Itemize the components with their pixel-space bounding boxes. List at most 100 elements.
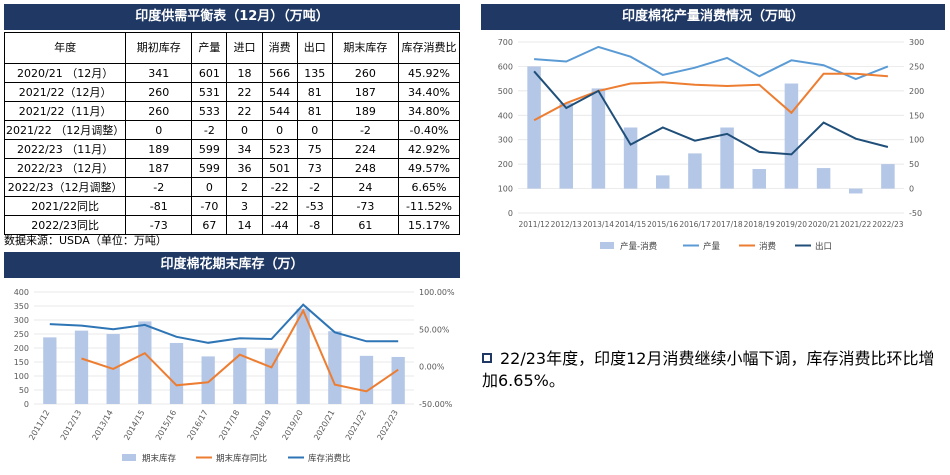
table-cell: 187 [331, 82, 400, 102]
table-cell: 34 [226, 139, 263, 159]
x-tick-label: 2018/19 [249, 409, 273, 442]
table-cell: 0 [125, 120, 193, 140]
table-cell: 2 [226, 177, 263, 197]
bar [881, 164, 895, 189]
bar [720, 127, 734, 189]
x-tick-label: 2017/18 [711, 220, 742, 229]
col-header: 期初库存 [125, 32, 193, 64]
table-cell: 45.92% [398, 63, 460, 83]
y-tick-label-right: 50 [909, 160, 919, 169]
table-cell: -2 [125, 177, 193, 197]
table-cell: 224 [331, 139, 400, 159]
table-row: 2022/23同比 -73 67 14 -44 -8 61 15.17% [3, 215, 460, 235]
table-cell: 544 [261, 101, 298, 121]
x-tick-label: 2019/20 [280, 409, 304, 442]
table-cell: -22 [261, 177, 298, 197]
y-tick-label-left: 200 [14, 344, 29, 353]
table-cell: 2022/23同比 [3, 215, 127, 235]
production-consumption-chart: 0 100 200 300 400 500 600 700 -50 0 50 100 150 200 250… [498, 38, 925, 252]
table-cell: 2021/22 （12月调整） [3, 120, 127, 140]
table-header-row: 年度 期初库存 产量 进口 消费 出口 期末库存 库存消费比 [3, 32, 460, 64]
table-cell: -22 [261, 196, 298, 216]
y-tick-label-left: 400 [498, 111, 513, 120]
chart2-title: 印度棉花期末库存（万） [4, 252, 460, 278]
table-cell: 0 [226, 120, 263, 140]
table-cell: 22 [226, 82, 263, 102]
bar [784, 83, 799, 189]
table-cell: 81 [296, 101, 333, 121]
bar [688, 153, 702, 189]
legend-label: 产量-消费 [620, 241, 658, 252]
table-cell: 2021/22（12月） [3, 82, 127, 102]
table-cell: 601 [191, 63, 228, 83]
table-cell: 0 [296, 120, 333, 140]
y-tick-label-right: 300 [909, 38, 924, 47]
y-tick-label-left: 500 [498, 87, 513, 96]
y-tick-label-left: 0 [24, 400, 29, 409]
x-tick-label: 2020/21 [808, 220, 839, 229]
legend-label: 库存消费比 [308, 453, 351, 464]
table-cell: 0 [191, 177, 228, 197]
x-tick-label: 2016/17 [185, 409, 209, 442]
y-tick-label-right: 150 [909, 111, 924, 120]
bar [233, 348, 247, 404]
col-header: 期末库存 [331, 32, 400, 64]
table-cell: 22 [226, 101, 263, 121]
table-cell: -53 [296, 196, 333, 216]
y-tick-label-right: 250 [909, 62, 924, 71]
y-tick-label-left: 300 [498, 136, 513, 145]
bar [655, 175, 670, 189]
table-cell: 36 [226, 158, 263, 178]
col-header: 进口 [226, 32, 263, 64]
col-header: 产量 [191, 32, 228, 64]
bar [848, 188, 863, 194]
table-row: 2021/22 （12月调整） 0 -2 0 0 0 -2 -0.40% [3, 120, 460, 140]
bar [752, 169, 767, 189]
table-cell: 2022/23 （11月） [3, 139, 127, 159]
bar [169, 342, 184, 404]
table-cell: 533 [191, 101, 228, 121]
x-tick-label: 2014/15 [615, 220, 646, 229]
table-row: 2021/22同比 -81 -70 3 -22 -53 -73 -11.52% [3, 196, 460, 216]
y-tick-label-right: 200 [909, 87, 924, 96]
table-cell: -2 [296, 177, 333, 197]
y-tick-label-left: 100 [14, 372, 29, 381]
table-cell: -11.52% [398, 196, 460, 216]
x-tick-label: 2011/12 [518, 220, 549, 229]
x-tick-label: 2013/14 [90, 409, 114, 442]
table-cell: 260 [125, 82, 193, 102]
table-cell: 248 [331, 158, 400, 178]
bar [591, 88, 606, 189]
legend-label: 出口 [815, 241, 832, 252]
table-row: 2021/22（11月） 260 533 22 544 81 189 34.80% [3, 101, 460, 121]
bar [391, 356, 405, 404]
col-header: 库存消费比 [398, 32, 460, 64]
table-cell: 14 [226, 215, 263, 235]
x-tick-label: 2017/18 [217, 409, 241, 442]
legend-swatch [122, 454, 136, 461]
x-tick-label: 2022/23 [872, 220, 903, 229]
bar [359, 355, 374, 404]
table-cell: 189 [125, 139, 193, 159]
summary-text: 22/23年度，印度12月消费继续小幅下调，库存消费比环比增加6.65%。 [482, 349, 935, 390]
y-tick-label-right: 100 [909, 136, 924, 145]
y-tick-label-right: 0 [909, 185, 914, 194]
table-cell: 3 [226, 196, 263, 216]
table-cell: 67 [191, 215, 228, 235]
y-tick-label-left: 250 [14, 330, 29, 339]
table-cell: 2021/22同比 [3, 196, 127, 216]
y-tick-label-left: 200 [498, 160, 513, 169]
x-tick-label: 2015/16 [647, 220, 678, 229]
table-cell: 260 [125, 101, 193, 121]
table-cell: 187 [125, 158, 193, 178]
bar [201, 356, 215, 404]
x-tick-label: 2021/22 [344, 409, 368, 442]
x-tick-label: 2011/12 [27, 409, 51, 442]
table-cell: 34.80% [398, 101, 460, 121]
table-row: 2020/21 （12月） 341 601 18 566 135 260 45.92% [3, 63, 460, 83]
table-cell: 2021/22（11月） [3, 101, 127, 121]
table-cell: -44 [261, 215, 298, 235]
table-cell: 2020/21 （12月） [3, 63, 127, 83]
table-cell: 566 [261, 63, 298, 83]
table-cell: -2 [191, 120, 228, 140]
